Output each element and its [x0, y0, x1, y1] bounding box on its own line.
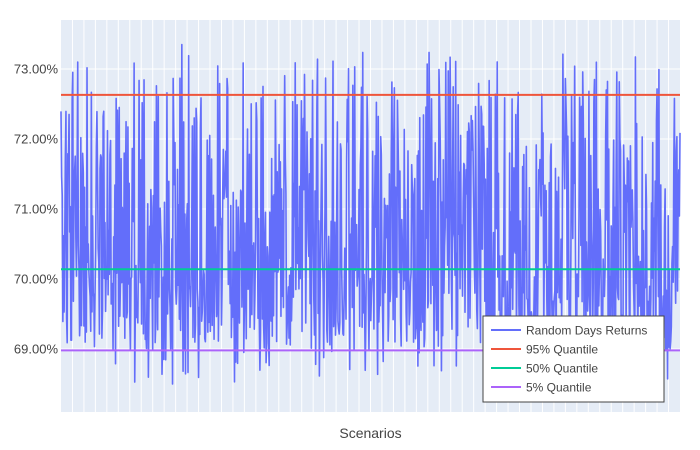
legend-label[interactable]: 5% Quantile	[526, 380, 592, 394]
y-tick-label: 71.00%	[14, 202, 59, 217]
legend[interactable]: Random Days Returns 95% Quantile 50% Quant…	[482, 315, 665, 403]
x-axis-title: Scenarios	[339, 425, 401, 441]
y-tick-label: 72.00%	[14, 132, 59, 147]
y-tick-label: 73.00%	[14, 62, 59, 77]
legend-label[interactable]: 50% Quantile	[526, 361, 598, 375]
y-tick-label: 69.00%	[14, 342, 59, 357]
y-tick-label: 70.00%	[14, 272, 59, 287]
legend-label[interactable]: Random Days Returns	[526, 323, 647, 337]
y-tick-labels: 69.00% 70.00% 71.00% 72.00% 73.00%	[14, 62, 59, 357]
legend-label[interactable]: 95% Quantile	[526, 342, 598, 356]
